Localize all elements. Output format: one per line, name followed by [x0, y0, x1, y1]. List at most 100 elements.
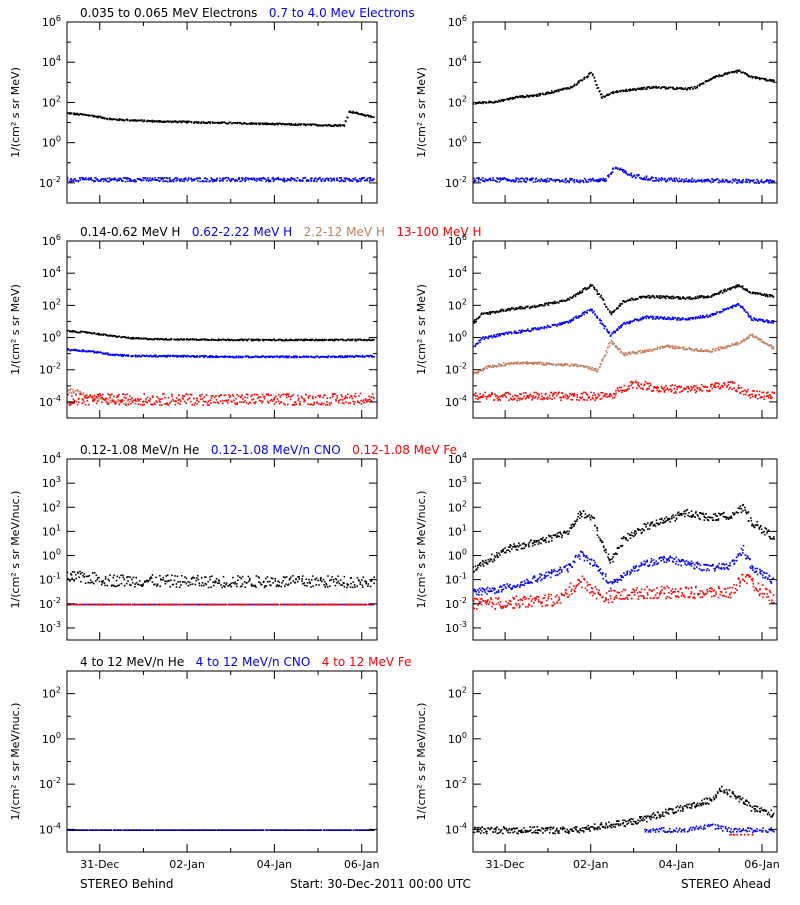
data-point: [584, 311, 586, 313]
data-point: [650, 316, 652, 318]
data-point: [283, 340, 285, 342]
data-point: [360, 180, 362, 182]
data-point: [124, 354, 126, 356]
data-point: [355, 355, 357, 357]
data-point: [124, 397, 126, 399]
data-point: [577, 366, 579, 368]
data-point: [549, 92, 551, 94]
data-point: [631, 321, 633, 323]
data-point: [502, 177, 504, 179]
data-point: [166, 356, 168, 358]
data-point: [198, 121, 200, 123]
data-point: [566, 300, 568, 302]
data-point: [504, 334, 506, 336]
data-point: [592, 395, 594, 397]
data-point: [661, 295, 663, 297]
data-point: [720, 311, 722, 313]
data-point: [660, 179, 662, 181]
data-point: [86, 351, 88, 353]
data-point: [500, 399, 502, 401]
data-point: [178, 121, 180, 123]
data-point: [160, 179, 162, 181]
data-point: [681, 180, 683, 182]
data-point: [723, 290, 725, 292]
data-point: [608, 174, 610, 176]
data-point: [246, 339, 248, 341]
data-point: [656, 390, 658, 392]
data-point: [750, 316, 752, 318]
data-point: [478, 179, 480, 181]
data-point: [705, 350, 707, 352]
data-point: [262, 356, 264, 358]
data-point: [675, 297, 677, 299]
data-point: [213, 402, 215, 404]
data-point: [336, 356, 338, 358]
data-point: [335, 339, 337, 341]
data-point: [521, 393, 523, 395]
data-point: [728, 72, 730, 74]
data-point: [109, 177, 111, 179]
data-point: [254, 403, 256, 405]
data-point: [254, 339, 256, 341]
data-point: [70, 403, 72, 405]
data-point: [504, 99, 506, 101]
data-point: [617, 91, 619, 93]
data-point: [561, 301, 563, 303]
data-point: [751, 393, 753, 395]
data-point: [630, 353, 632, 355]
y-tick-label: 10-4: [39, 394, 61, 409]
data-point: [82, 399, 84, 401]
data-point: [749, 316, 751, 318]
data-point: [495, 395, 497, 397]
data-point: [211, 395, 213, 397]
data-point: [584, 178, 586, 180]
data-point: [530, 95, 532, 97]
data-point: [181, 178, 183, 180]
data-point: [652, 180, 654, 182]
data-point: [752, 334, 754, 336]
data-point: [753, 292, 755, 294]
data-point: [672, 345, 674, 347]
data-point: [79, 571, 81, 573]
data-point: [196, 355, 198, 357]
data-point: [591, 369, 593, 371]
data-point: [199, 181, 201, 183]
data-point: [540, 327, 542, 329]
data-point: [691, 348, 693, 350]
data-point: [767, 392, 769, 394]
data-point: [278, 123, 280, 125]
data-point: [583, 312, 585, 314]
data-point: [600, 296, 602, 298]
data-point: [772, 322, 774, 324]
data-point: [360, 400, 362, 402]
data-point: [338, 402, 340, 404]
data-point: [246, 402, 248, 404]
data-point: [553, 394, 555, 396]
data-point: [594, 77, 596, 79]
data-point: [128, 403, 130, 405]
data-point: [545, 93, 547, 95]
data-point: [619, 387, 621, 389]
data-point: [295, 402, 297, 404]
data-point: [157, 356, 159, 358]
data-point: [328, 355, 330, 357]
data-point: [688, 388, 690, 390]
data-point: [82, 178, 84, 180]
data-point: [187, 355, 189, 357]
data-point: [157, 402, 159, 404]
data-point: [188, 177, 190, 179]
data-point: [498, 396, 500, 398]
data-point: [653, 349, 655, 351]
data-point: [691, 389, 693, 391]
data-point: [100, 398, 102, 400]
data-point: [75, 574, 77, 576]
data-point: [90, 177, 92, 179]
data-point: [575, 296, 577, 298]
data-point: [338, 356, 340, 358]
data-point: [567, 364, 569, 366]
data-point: [617, 168, 619, 170]
data-points: [67, 571, 375, 606]
data-point: [679, 347, 681, 349]
data-point: [620, 168, 622, 170]
data-point: [641, 384, 643, 386]
